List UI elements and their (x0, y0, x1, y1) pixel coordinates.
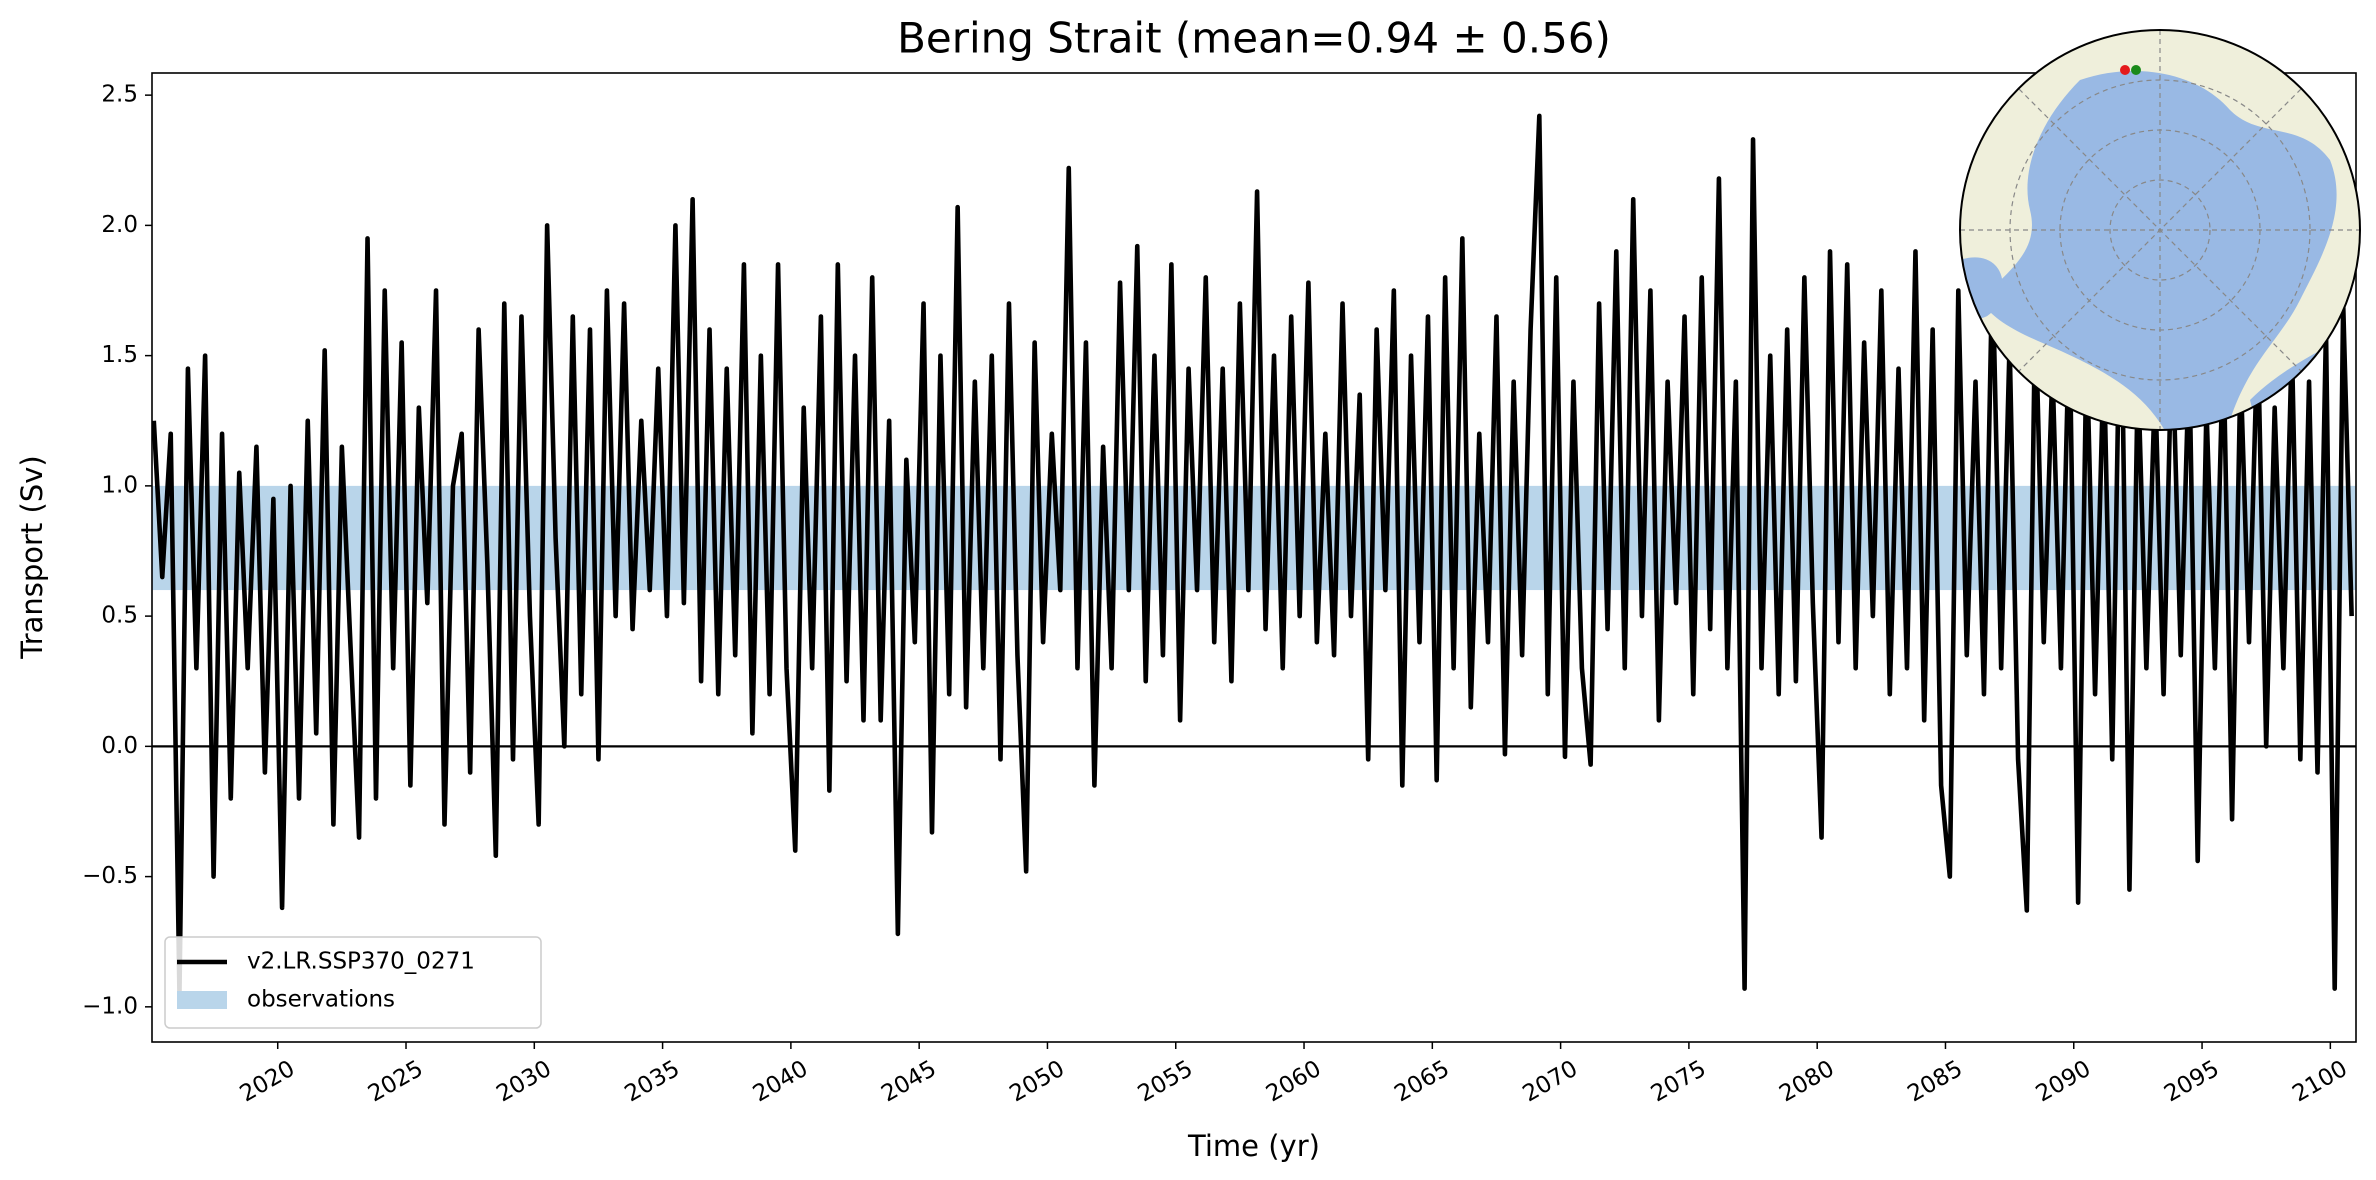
legend-label: observations (247, 987, 395, 1013)
y-tick-label: 1.5 (101, 342, 138, 368)
legend-label: v2.LR.SSP370_0271 (247, 949, 475, 975)
y-axis-label: Transport (Sv) (15, 455, 49, 660)
y-tick-label: 2.0 (101, 212, 138, 238)
y-tick-label: 0.5 (101, 603, 138, 629)
series-line (152, 113, 2354, 997)
y-tick-label: −0.5 (82, 863, 138, 889)
y-tick-label: −1.0 (82, 993, 138, 1019)
map-border (1959, 29, 2361, 431)
legend: v2.LR.SSP370_0271 observations (164, 936, 542, 1029)
map-marker (2120, 65, 2130, 75)
chart-title: Bering Strait (mean=0.94 ± 0.56) (897, 14, 1611, 63)
map-inset (1959, 29, 2361, 431)
y-tick-label: 2.5 (101, 82, 138, 108)
legend-box (164, 936, 542, 1029)
observation-band (152, 485, 2356, 591)
plot-frame (151, 72, 2357, 1043)
y-tick-label: 0.0 (101, 733, 138, 759)
plot-area (152, 113, 2356, 997)
legend-patch (177, 991, 227, 1009)
y-tick-label: 1.0 (101, 472, 138, 498)
map-marker (2131, 65, 2141, 75)
x-axis-label: Time (yr) (1187, 1129, 1320, 1163)
